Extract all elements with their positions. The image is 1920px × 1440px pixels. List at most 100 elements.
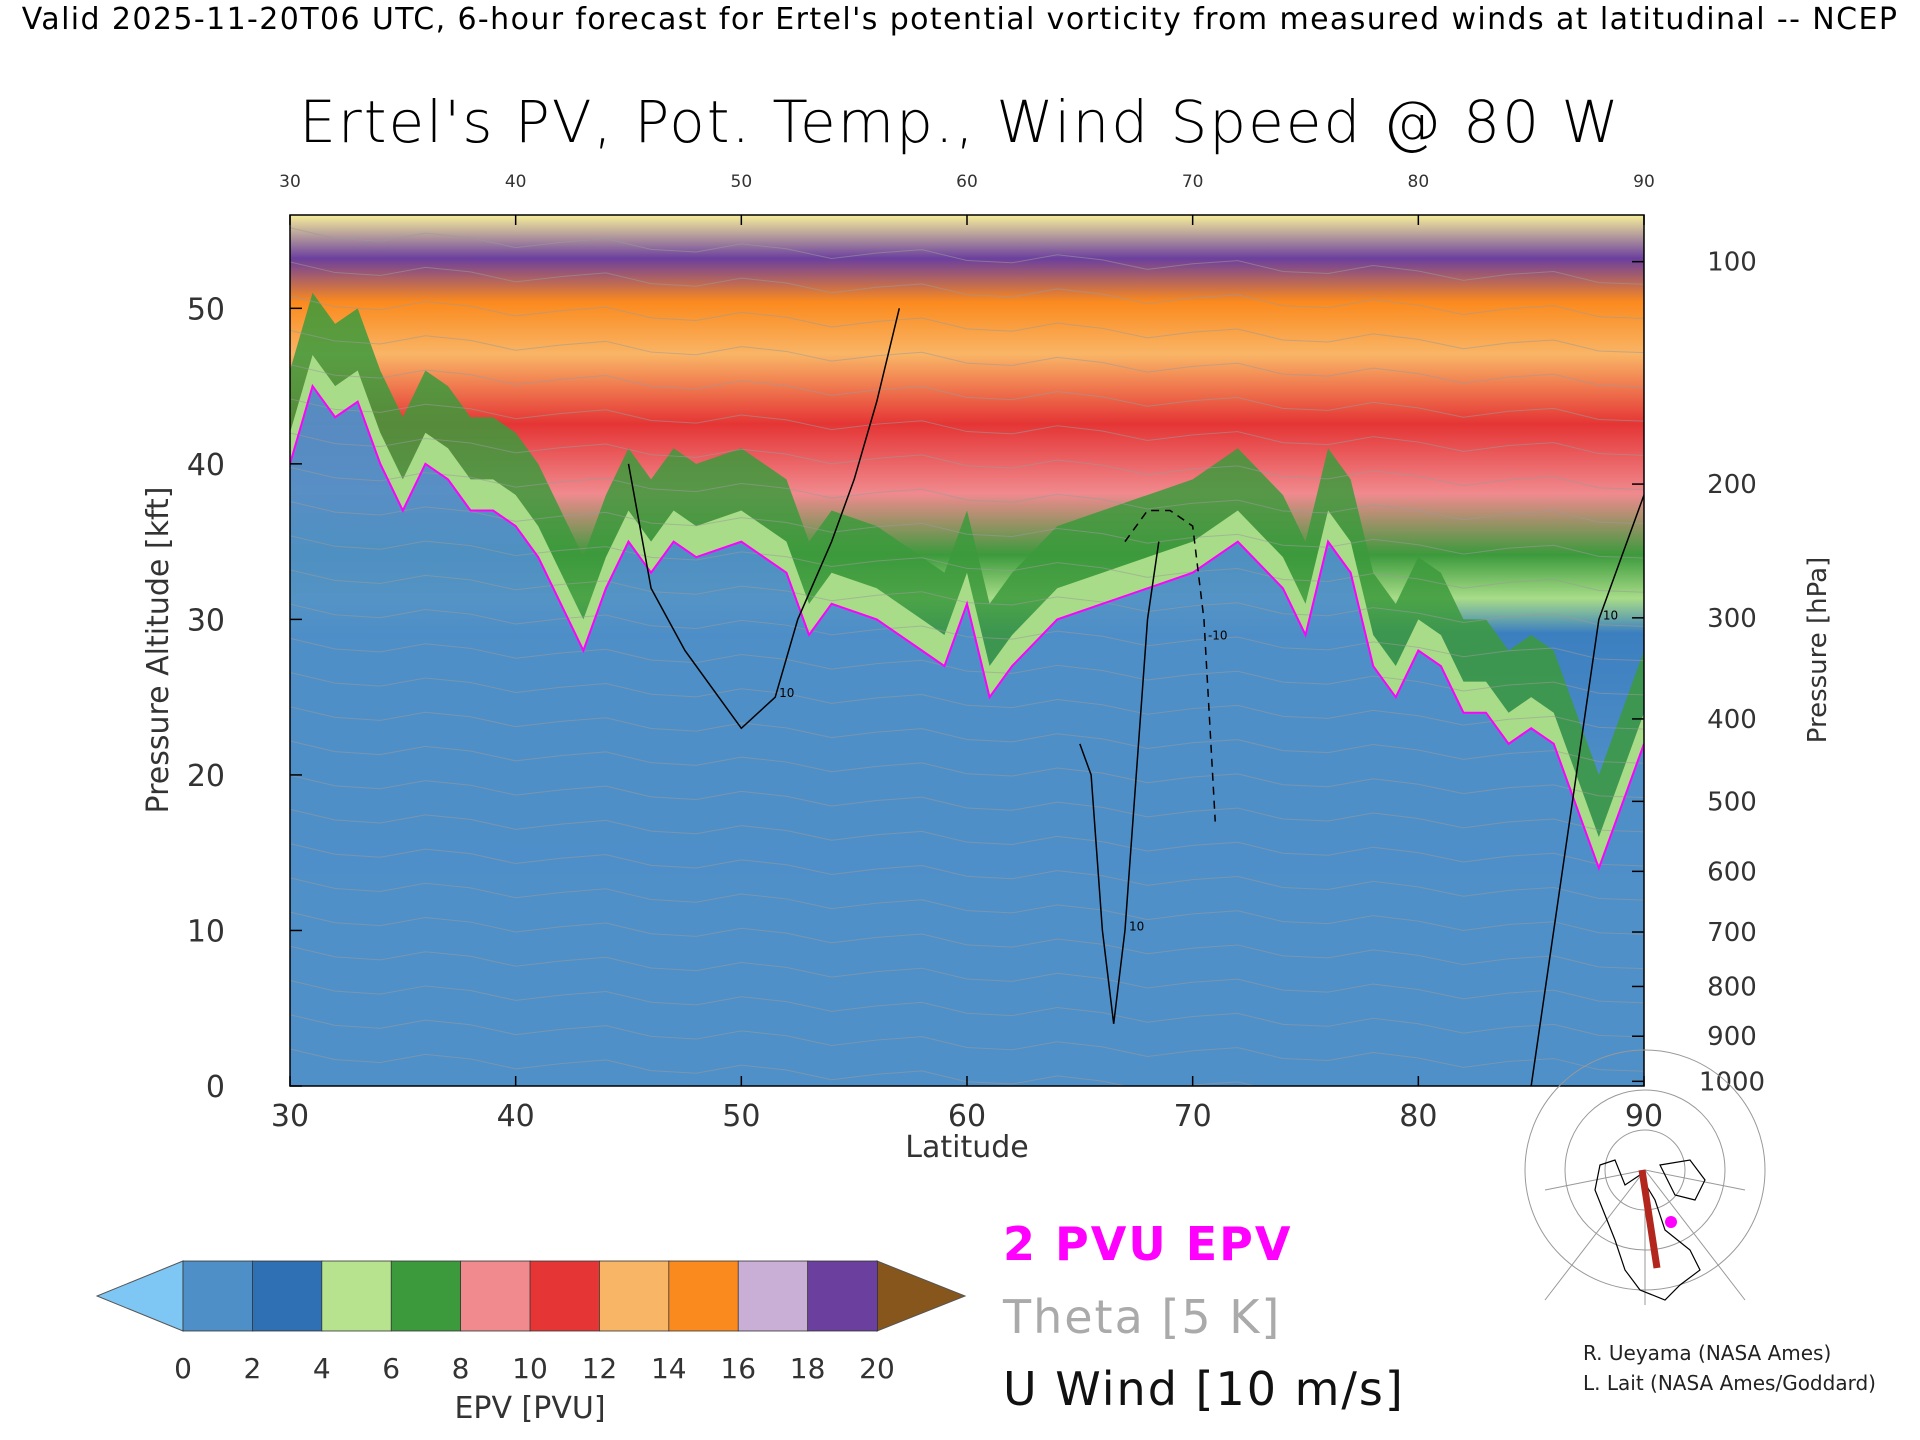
pressure-tick-label: 1000: [1699, 1067, 1765, 1097]
y-tick-label: 0: [206, 1070, 225, 1105]
theta-contour: [290, 945, 1644, 1004]
pressure-tick-label: 200: [1707, 470, 1757, 500]
x-tick-label: 80: [1399, 1099, 1437, 1134]
colorbar-tick-label: 8: [452, 1352, 470, 1385]
credit-line-2: L. Lait (NASA Ames/Goddard): [1583, 1371, 1876, 1395]
credit-line-1: R. Ueyama (NASA Ames): [1583, 1341, 1832, 1365]
forecast-header: Valid 2025-11-20T06 UTC, 6-hour forecast…: [21, 2, 1899, 37]
theta-contour: [290, 227, 1644, 285]
pressure-tick-label: 500: [1707, 787, 1757, 817]
tropopause-2pvu-line: [290, 383, 1644, 872]
theta-contour: [290, 466, 1644, 525]
inset-map: [1524, 1049, 1766, 1305]
theta-contour: [290, 500, 1644, 559]
colorbar-swatch: [807, 1260, 878, 1332]
wind-contour-label: 10: [1129, 919, 1144, 933]
y-tick-label: 10: [187, 914, 225, 949]
troposphere-region: [290, 386, 1644, 1086]
theta-contour: [290, 535, 1644, 593]
x-axis-label: Latitude: [905, 1130, 1028, 1165]
theta-contour: [290, 706, 1644, 764]
colorbar-over-arrow: [876, 1260, 967, 1332]
theta-contour: [290, 295, 1644, 354]
legend-theta: Theta [5 K]: [1003, 1290, 1282, 1344]
plot-area: 10 10 10 -10: [290, 215, 1644, 1086]
pressure-tick-label: 700: [1707, 918, 1757, 948]
theta-contour: [290, 980, 1644, 1038]
colorbar-swatch: [321, 1260, 393, 1332]
pressure-tick-label: 300: [1707, 604, 1757, 634]
theta-contour: [290, 740, 1644, 799]
theta-contour: [290, 432, 1644, 491]
x-tick-label: 40: [497, 1099, 535, 1134]
colorbar-swatch: [737, 1260, 809, 1332]
y-tick-label: 40: [187, 448, 225, 483]
colorbar-under-arrow: [95, 1260, 184, 1332]
colorbar-tick-label: 2: [243, 1352, 261, 1385]
x-tick-label-top: 90: [1633, 172, 1655, 192]
colorbar-swatch: [182, 1260, 254, 1332]
x-tick-label: 50: [722, 1099, 760, 1134]
x-tick-label: 30: [271, 1099, 309, 1134]
theta-contour: [290, 261, 1644, 319]
theta-contour: [290, 774, 1644, 833]
wind-contour-label: 10: [1603, 608, 1618, 622]
theta-contour: [290, 672, 1644, 730]
theta-contour: [290, 364, 1644, 422]
y-tick-label: 50: [187, 292, 225, 327]
y-axis-label: Pressure Altitude [kft]: [141, 487, 176, 814]
colorbar-label: EPV [PVU]: [454, 1391, 605, 1426]
x-tick-label-top: 30: [279, 172, 301, 192]
colorbar: 0 2 4 6 8 10 12 14 16 18 20: [95, 1260, 967, 1385]
location-marker: [1665, 1216, 1677, 1228]
legend-uwind: U Wind [10 m/s]: [1003, 1362, 1405, 1416]
pressure-tick-label: 600: [1707, 857, 1757, 887]
wind-contour-label: 10: [779, 686, 794, 700]
pressure-tick-label: 900: [1707, 1022, 1757, 1052]
colorbar-tick-label: 20: [859, 1352, 895, 1385]
colorbar-tick-label: 12: [582, 1352, 618, 1385]
axes: 3030404050506060707080809090010203040501…: [187, 172, 1765, 1134]
colorbar-tick-label: 18: [790, 1352, 826, 1385]
x-tick-label: 90: [1625, 1099, 1663, 1134]
colorbar-swatch: [251, 1260, 323, 1332]
colorbar-tick-label: 16: [720, 1352, 756, 1385]
theta-contour: [290, 398, 1644, 456]
y-tick-label: 20: [187, 759, 225, 794]
x-tick-label-top: 70: [1182, 172, 1204, 192]
y-tick-label: 30: [187, 603, 225, 638]
x-tick-label: 70: [1174, 1099, 1212, 1134]
theta-contour: [290, 911, 1644, 970]
theta-contour: [290, 329, 1644, 388]
colorbar-swatch: [529, 1260, 601, 1332]
x-tick-label-top: 40: [505, 172, 527, 192]
colorbar-swatch: [668, 1260, 740, 1332]
colorbar-tick-label: 0: [174, 1352, 192, 1385]
x-tick-label: 60: [948, 1099, 986, 1134]
wind-contour: [1079, 541, 1160, 1024]
x-tick-label-top: 50: [731, 172, 753, 192]
theta-contour: [290, 877, 1644, 935]
wind-contour: [627, 308, 901, 730]
x-tick-label-top: 60: [956, 172, 978, 192]
pressure-tick-label: 100: [1707, 248, 1757, 278]
theta-contour: [290, 843, 1644, 901]
theta-contour: [290, 808, 1644, 867]
easterly-contour-label: -10: [1208, 628, 1228, 642]
easterly-wind-contour: [1124, 509, 1216, 822]
pressure-axis-label: Pressure [hPa]: [1803, 557, 1833, 744]
theta-contour: [290, 637, 1644, 696]
pressure-tick-label: 400: [1707, 705, 1757, 735]
colorbar-swatch: [599, 1260, 670, 1332]
colorbar-tick-label: 10: [512, 1352, 548, 1385]
pressure-tick-label: 800: [1707, 972, 1757, 1002]
colorbar-swatch: [390, 1260, 462, 1332]
cross-section-line: [1638, 1169, 1661, 1269]
colorbar-tick-label: 14: [651, 1352, 687, 1385]
colorbar-swatch: [460, 1260, 531, 1332]
colorbar-tick-label: 4: [313, 1352, 331, 1385]
legend-2pvu: 2 PVU EPV: [1003, 1217, 1293, 1271]
theta-contour: [290, 603, 1644, 662]
chart-title: Ertel's PV, Pot. Temp., Wind Speed @ 80 …: [299, 88, 1621, 156]
